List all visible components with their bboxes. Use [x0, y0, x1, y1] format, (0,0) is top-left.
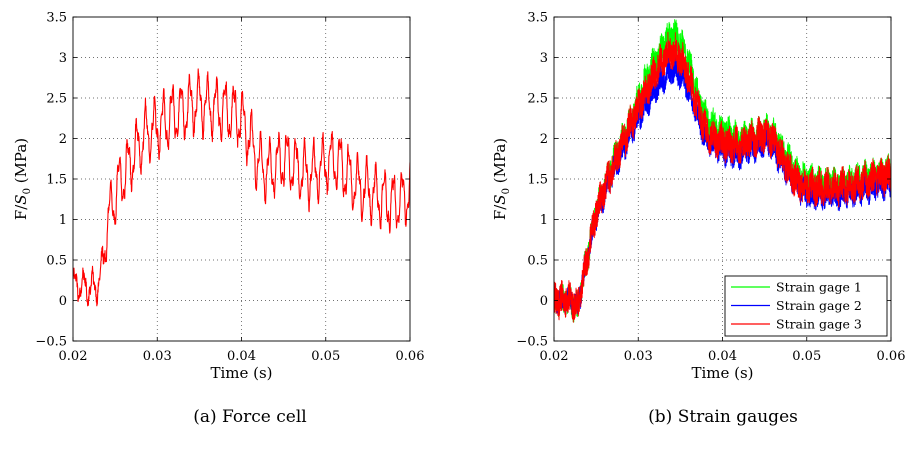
x-tick-label: 0.04 [227, 349, 256, 364]
y-tick-label: 2 [59, 132, 67, 147]
y-tick-label: 0 [59, 294, 67, 309]
y-axis-label: F/S0 (MPa) [491, 138, 512, 220]
y-tick-label: 2 [540, 132, 548, 147]
y-tick-label: 3 [59, 51, 67, 66]
y-tick-label: 0.5 [46, 254, 67, 269]
y-tick-label: 3.5 [46, 11, 67, 26]
subfigure-caption: (a) Force cell [193, 407, 306, 427]
legend-label: Strain gage 2 [776, 298, 862, 313]
chart-panel-a: 0.02 0.03 0.04 0.05 0.06 −0.5 0 0.5 1 1.5 2 2.5 3 3.5… [12, 11, 424, 428]
legend-label: Strain gage 3 [776, 317, 862, 332]
y-tick-label: 2.5 [527, 92, 548, 107]
y-tick-label: 1 [59, 213, 67, 228]
y-tick-label: −0.5 [516, 335, 548, 350]
y-tick-label: 2.5 [46, 92, 67, 107]
x-tick-label: 0.05 [311, 349, 340, 364]
x-tick-label: 0.02 [540, 349, 569, 364]
y-tick-label: 0.5 [527, 254, 548, 269]
subfigure-caption: (b) Strain gauges [648, 407, 798, 427]
x-axis-label: Time (s) [691, 364, 753, 382]
y-tick-label: 0 [540, 294, 548, 309]
plot-area [73, 68, 410, 307]
y-tick-label: 1.5 [46, 173, 67, 188]
legend: Strain gage 1 Strain gage 2 Strain gage 3 [724, 275, 888, 337]
y-axis-label: F/S0 (MPa) [12, 138, 33, 220]
legend-label: Strain gage 1 [776, 280, 862, 295]
x-tick-label: 0.06 [877, 349, 905, 364]
series-force-cell [73, 68, 410, 307]
x-axis-label: Time (s) [210, 364, 272, 382]
chart-panel-b: 0.02 0.03 0.04 0.05 0.06 −0.5 0 0.5 1 1.5 2 2.5 3 3.5… [491, 11, 905, 428]
y-tick-label: 1 [540, 213, 548, 228]
x-tick-label: 0.03 [624, 349, 653, 364]
x-tick-label: 0.05 [792, 349, 821, 364]
x-tick-label: 0.06 [396, 349, 425, 364]
x-tick-label: 0.03 [143, 349, 172, 364]
y-tick-label: 1.5 [527, 173, 548, 188]
series-strain-gage-3 [554, 31, 891, 323]
x-tick-label: 0.04 [708, 349, 737, 364]
y-tick-label: −0.5 [35, 335, 67, 350]
y-tick-label: 3.5 [527, 11, 548, 26]
y-tick-label: 3 [540, 51, 548, 66]
plot-area [554, 19, 891, 323]
x-tick-label: 0.02 [59, 349, 88, 364]
